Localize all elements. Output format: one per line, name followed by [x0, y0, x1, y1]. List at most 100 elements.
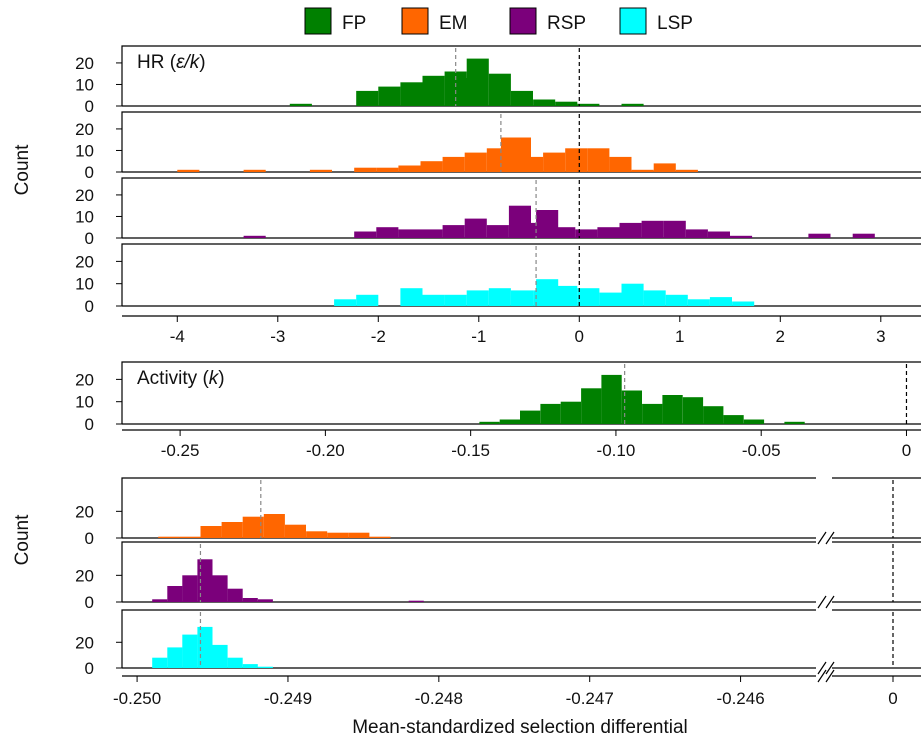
axis-break-mark: [817, 531, 835, 545]
bar-lsp: [555, 285, 578, 306]
bar-lsp: [182, 634, 198, 668]
bar-rsp: [464, 218, 487, 238]
y-tick-label: 20: [75, 120, 94, 139]
x-axis-label: Mean-standardized selection differential: [352, 717, 688, 738]
bar-fp: [378, 86, 401, 106]
bar-em: [464, 152, 487, 172]
bar-fp: [577, 103, 600, 106]
x-tick-label: -0.10: [597, 441, 636, 460]
bar-fp: [540, 403, 561, 424]
x-tick-label: 3: [876, 327, 885, 346]
y-tick-label: 0: [85, 229, 94, 248]
bar-rsp: [619, 222, 642, 238]
legend-label-fp: FP: [342, 13, 366, 34]
bar-rsp: [257, 599, 273, 602]
x-tick-label: -0.05: [742, 441, 781, 460]
x-tick-label: -1: [471, 327, 486, 346]
bar-fp: [488, 73, 511, 106]
bar-lsp: [422, 294, 445, 306]
legend-swatch-fp: [304, 7, 332, 35]
y-tick-label: 10: [75, 393, 94, 412]
panel-frame-fp: [121, 45, 921, 106]
bar-lsp: [599, 292, 622, 306]
bar-lsp: [227, 657, 243, 668]
bar-rsp: [420, 229, 443, 238]
bar-em: [309, 169, 332, 172]
bar-em: [327, 532, 349, 538]
panel-frame-em: [121, 111, 921, 172]
x-tick-label: -0.20: [306, 441, 345, 460]
bar-em: [587, 148, 610, 172]
bar-fp: [510, 90, 533, 106]
x-tick-label: -0.15: [451, 441, 490, 460]
bar-lsp: [687, 299, 710, 306]
y-tick-label: 0: [85, 659, 94, 678]
bar-fp: [555, 101, 578, 106]
y-tick-label: 20: [75, 633, 94, 652]
panel-frame-fp: [121, 361, 921, 424]
bar-lsp: [400, 288, 423, 306]
bar-em: [675, 169, 698, 172]
panel-frame-em: [121, 477, 921, 538]
bar-rsp: [376, 227, 399, 238]
bar-fp: [356, 90, 379, 106]
legend: FP EM RSP LSP: [304, 7, 693, 35]
legend-label-rsp: RSP: [547, 13, 586, 34]
legend-label-em: EM: [439, 13, 468, 34]
bar-rsp: [242, 598, 258, 602]
bar-fp: [621, 390, 642, 424]
y-tick-label: 0: [85, 529, 94, 548]
bar-em: [420, 161, 443, 172]
y-tick-label: 20: [75, 186, 94, 205]
bar-rsp: [852, 233, 875, 238]
axis-break-mark: [817, 595, 835, 609]
bar-em: [398, 165, 421, 172]
bar-em: [631, 169, 654, 172]
bar-fp: [533, 99, 556, 106]
bar-em: [442, 156, 465, 172]
y-tick-label: 0: [85, 593, 94, 612]
x-tick-label: 1: [675, 327, 684, 346]
bar-fp: [422, 75, 445, 106]
hr-histogram-group: 0 10 20 0 10 20 0 10 20 0 10 20 HR (ε/k) -4 -3 -2 -1 0 1 2 3: [75, 45, 921, 346]
y-tick-label: 10: [75, 141, 94, 160]
bar-rsp: [197, 559, 213, 602]
bar-fp: [642, 403, 663, 424]
bar-rsp: [398, 229, 421, 238]
x-tick-label: 0: [902, 441, 911, 460]
y-tick-label: 10: [75, 275, 94, 294]
bar-lsp: [536, 279, 559, 306]
bar-lsp: [577, 288, 600, 306]
bar-lsp: [488, 288, 511, 306]
bar-rsp: [808, 233, 831, 238]
bar-em: [179, 536, 201, 538]
legend-swatch-rsp: [509, 7, 537, 35]
bar-em: [369, 536, 391, 538]
bar-em: [609, 156, 632, 172]
y-tick-label: 20: [75, 370, 94, 389]
activity-histogram-group: 0 10 20 Activity (k) -0.25 -0.20 -0.15 -0.10 -0.…: [75, 361, 921, 460]
bar-lsp: [257, 666, 273, 668]
bar-rsp: [167, 586, 183, 602]
bar-em: [200, 526, 222, 538]
y-tick-label: 20: [75, 54, 94, 73]
bar-em: [284, 524, 306, 538]
bar-em: [263, 514, 285, 538]
x-tick-label: 2: [776, 327, 785, 346]
y-tick-label: 10: [75, 207, 94, 226]
bar-rsp: [685, 229, 708, 238]
bar-lsp: [212, 644, 228, 668]
bar-lsp: [356, 294, 379, 306]
bar-fp: [499, 419, 520, 424]
bar-rsp: [152, 599, 168, 602]
x-tick-label: 0: [888, 689, 897, 708]
bar-lsp: [444, 294, 467, 306]
bar-em: [565, 148, 588, 172]
bar-fp: [479, 421, 500, 424]
bar-em: [521, 156, 544, 172]
bar-em: [376, 167, 399, 172]
bar-rsp: [243, 235, 266, 238]
bar-rsp: [182, 575, 198, 602]
bar-fp: [520, 410, 541, 424]
bar-rsp: [408, 600, 424, 602]
